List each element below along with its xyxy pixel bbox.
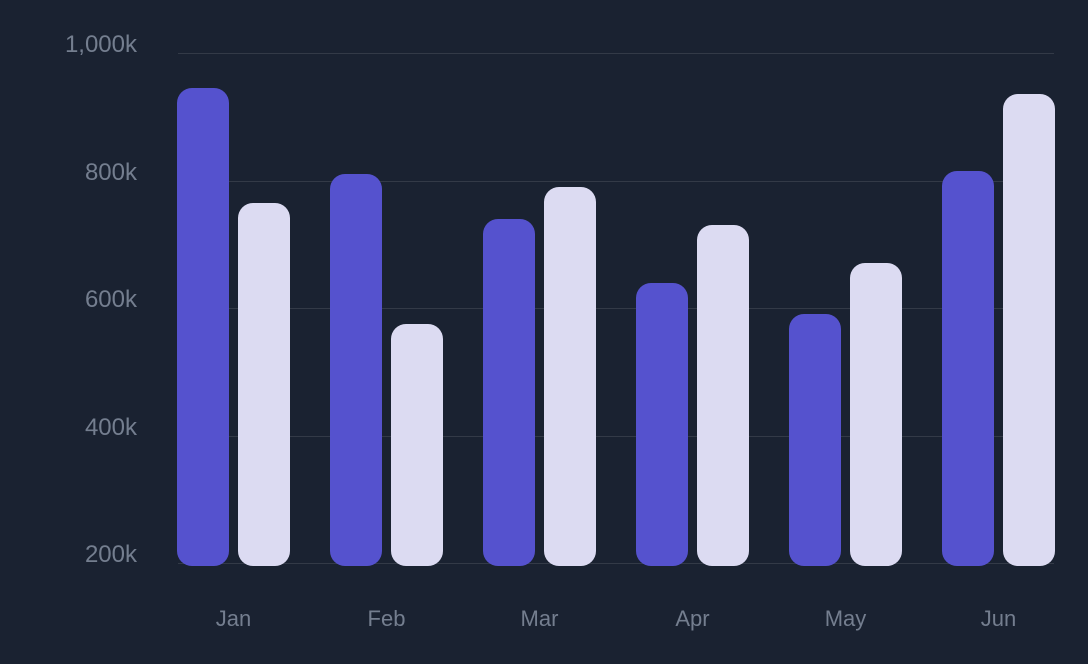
y-tick-label: 800k (84, 158, 137, 186)
y-tick-label: 600k (84, 286, 137, 313)
bar-jun-series-2[interactable] (1003, 94, 1055, 566)
x-tick-label-apr: Apr (675, 606, 710, 631)
bar-may-series-2[interactable] (850, 263, 902, 566)
gridline-1000k (178, 53, 1054, 54)
bar-group-apr (636, 84, 749, 566)
bar-apr-series-1[interactable] (636, 282, 688, 566)
bar-group-jun (942, 84, 1055, 566)
bar-group-may (789, 84, 902, 566)
x-tick-label-mar: Mar (520, 606, 559, 631)
bar-group-mar (483, 84, 596, 566)
bar-group-feb (330, 84, 443, 566)
bar-apr-series-2[interactable] (697, 225, 749, 566)
bar-feb-series-1[interactable] (330, 174, 382, 566)
bar-group-jan (177, 84, 290, 566)
bar-mar-series-2[interactable] (544, 186, 596, 566)
bar-jan-series-2[interactable] (238, 202, 290, 566)
bar-jan-series-1[interactable] (177, 88, 229, 566)
y-tick-label: 1,000k (64, 31, 137, 58)
bar-mar-series-1[interactable] (483, 218, 535, 566)
x-tick-label-may: May (824, 606, 867, 631)
x-tick-label-jan: Jan (215, 606, 252, 631)
y-tick-label: 200k (84, 541, 137, 568)
y-tick-label: 400k (84, 413, 137, 441)
x-tick-label-feb: Feb (367, 606, 406, 631)
gridline-600k (178, 308, 1054, 309)
gridline-400k (178, 435, 1054, 437)
bar-may-series-1[interactable] (789, 314, 841, 566)
gridline-200k (178, 563, 1054, 564)
gridline-800k (178, 180, 1054, 182)
x-tick-label-jun: Jun (980, 606, 1017, 631)
bars-area (177, 84, 1055, 566)
x-axis: Jan Feb Mar Apr May Jun (177, 606, 1055, 632)
bar-feb-series-2[interactable] (391, 323, 443, 566)
bar-jun-series-1[interactable] (942, 170, 994, 566)
